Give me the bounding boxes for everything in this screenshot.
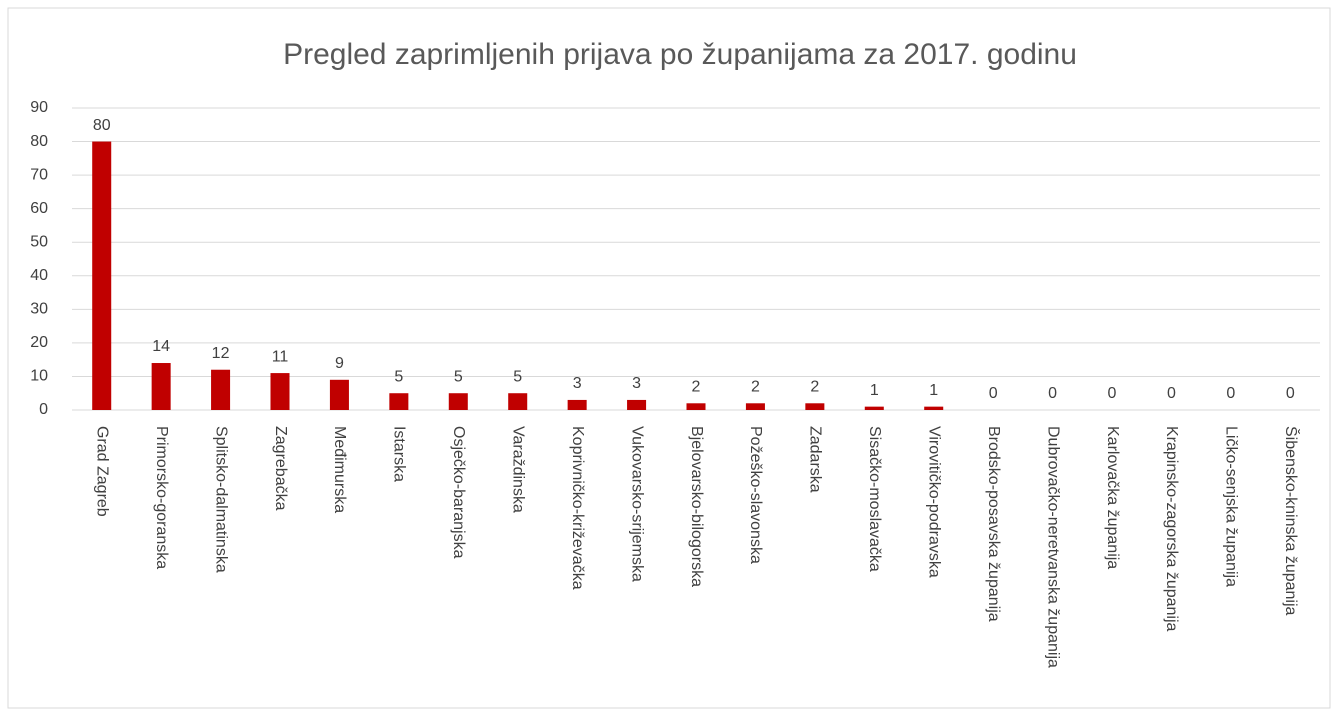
x-tick-label: Bjelovarsko-bilogorska	[688, 426, 705, 587]
data-label: 11	[272, 348, 289, 365]
bar	[686, 403, 706, 410]
data-label: 14	[152, 338, 170, 355]
x-tick-label: Primorsko-goranska	[153, 426, 170, 569]
data-label: 3	[632, 375, 641, 392]
x-tick-label: Sisačko-moslavačka	[866, 426, 883, 572]
x-tick-label: Zagrebačka	[272, 426, 289, 511]
x-tick-label: Splitsko-dalmatinska	[212, 426, 229, 573]
x-tick-label: Koprivničko-križevačka	[569, 426, 586, 590]
bar	[567, 399, 587, 410]
data-label: 1	[870, 382, 879, 399]
x-tick-label: Međimurska	[331, 426, 348, 513]
y-tick-label: 40	[30, 267, 48, 284]
x-tick-label: Grad Zagreb	[93, 426, 110, 517]
x-tick-label: Ličko-senjska županija	[1223, 426, 1240, 587]
data-label: 80	[93, 117, 111, 134]
data-label: 9	[335, 355, 344, 372]
x-tick-label: Vukovarsko-srijemska	[628, 426, 645, 582]
data-label: 5	[513, 368, 522, 385]
data-label: 0	[989, 385, 998, 402]
y-tick-label: 10	[30, 368, 48, 385]
data-label: 1	[929, 382, 938, 399]
y-tick-label: 0	[39, 401, 48, 418]
y-tick-label: 90	[30, 99, 48, 116]
y-tick-label: 60	[30, 200, 48, 217]
chart-border	[7, 7, 1331, 709]
data-label: 0	[1167, 385, 1176, 402]
bar	[627, 399, 647, 410]
data-label: 2	[751, 379, 760, 396]
bar	[92, 141, 112, 411]
x-tick-label: Varaždinska	[509, 426, 526, 513]
data-label: 5	[454, 368, 463, 385]
y-tick-label: 50	[30, 233, 48, 250]
x-tick-label: Karlovačka županija	[1104, 426, 1121, 569]
y-tick-label: 80	[30, 133, 48, 150]
y-tick-label: 20	[30, 334, 48, 351]
x-tick-label: Virovitičko-podravska	[925, 426, 942, 578]
data-label: 3	[573, 375, 582, 392]
data-label: 12	[212, 345, 230, 362]
data-label: 2	[692, 379, 701, 396]
data-label: 0	[1108, 385, 1117, 402]
bar	[211, 369, 231, 410]
x-tick-label: Krapinsko-zagorska županija	[1163, 426, 1180, 632]
x-tick-label: Osječko-baranjska	[450, 426, 467, 559]
y-tick-label: 30	[30, 301, 48, 318]
bar	[389, 393, 409, 410]
x-tick-label: Šibensko-kninska županija	[1282, 426, 1301, 616]
bar	[924, 406, 944, 410]
x-tick-label: Zadarska	[807, 426, 824, 493]
bar	[745, 403, 765, 410]
data-label: 5	[394, 368, 403, 385]
bar	[448, 393, 468, 410]
y-tick-label: 70	[30, 166, 48, 183]
x-tick-label: Dubrovačko-neretvanska županija	[1044, 426, 1061, 668]
bar	[270, 373, 290, 410]
data-label: 0	[1048, 385, 1057, 402]
x-tick-label: Istarska	[391, 426, 408, 482]
bar	[329, 379, 349, 410]
bar	[508, 393, 528, 410]
x-tick-label: Požeško-slavonska	[747, 426, 764, 564]
bar	[151, 363, 171, 410]
data-label: 2	[810, 379, 819, 396]
data-label: 0	[1226, 385, 1235, 402]
bar	[864, 406, 884, 410]
data-label: 0	[1286, 385, 1295, 402]
x-tick-label: Brodsko-posavska županija	[985, 426, 1002, 622]
chart-title: Pregled zaprimljenih prijava po županija…	[283, 38, 1077, 71]
bar	[805, 403, 825, 410]
